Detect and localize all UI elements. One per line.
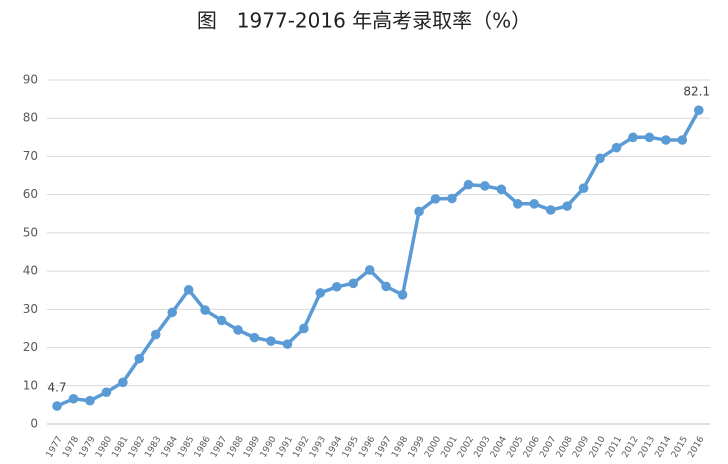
y-tick-label: 80	[23, 111, 38, 125]
point	[397, 290, 408, 300]
y-tick-label: 30	[23, 302, 38, 316]
value-label: 82.1	[683, 85, 710, 99]
point	[480, 181, 490, 191]
point	[677, 135, 688, 145]
point	[233, 325, 243, 335]
point	[364, 265, 375, 275]
y-tick-label: 10	[23, 378, 38, 392]
point	[693, 105, 704, 115]
point	[315, 288, 326, 298]
point	[167, 307, 178, 318]
y-tick-label: 50	[23, 225, 38, 239]
point	[447, 193, 457, 204]
point	[101, 387, 112, 398]
point	[282, 339, 293, 349]
chart-title: 图 1977-2016 年高考录取率（%）	[197, 9, 531, 33]
point	[414, 206, 424, 217]
point	[118, 377, 128, 388]
point	[628, 132, 638, 143]
line	[56, 109, 701, 408]
y-tick-label: 0	[30, 417, 38, 431]
point	[85, 395, 95, 406]
point	[299, 323, 309, 334]
point	[134, 353, 145, 364]
point	[661, 135, 671, 145]
point	[595, 153, 605, 164]
point	[249, 332, 260, 343]
point	[216, 315, 227, 326]
point	[496, 184, 507, 195]
point	[644, 132, 655, 143]
point	[348, 278, 359, 289]
point	[331, 281, 342, 292]
point	[545, 205, 556, 215]
value-label: 4.7	[47, 381, 66, 395]
point	[578, 183, 589, 193]
point	[463, 179, 474, 190]
point	[52, 401, 62, 411]
point	[150, 329, 161, 340]
y-tick-label: 40	[23, 264, 38, 278]
point	[200, 305, 210, 315]
point	[381, 281, 391, 292]
x-tick-label: 2016	[686, 435, 706, 460]
point	[562, 201, 572, 211]
y-tick-label: 70	[23, 149, 38, 163]
point	[68, 393, 79, 404]
point	[430, 194, 441, 204]
y-tick-label: 60	[23, 187, 38, 201]
point	[611, 142, 622, 153]
point	[512, 199, 523, 209]
y-tick-label: 90	[23, 73, 38, 87]
point	[529, 199, 540, 209]
y-tick-label: 20	[23, 340, 38, 354]
point	[183, 285, 194, 295]
point	[266, 336, 276, 346]
